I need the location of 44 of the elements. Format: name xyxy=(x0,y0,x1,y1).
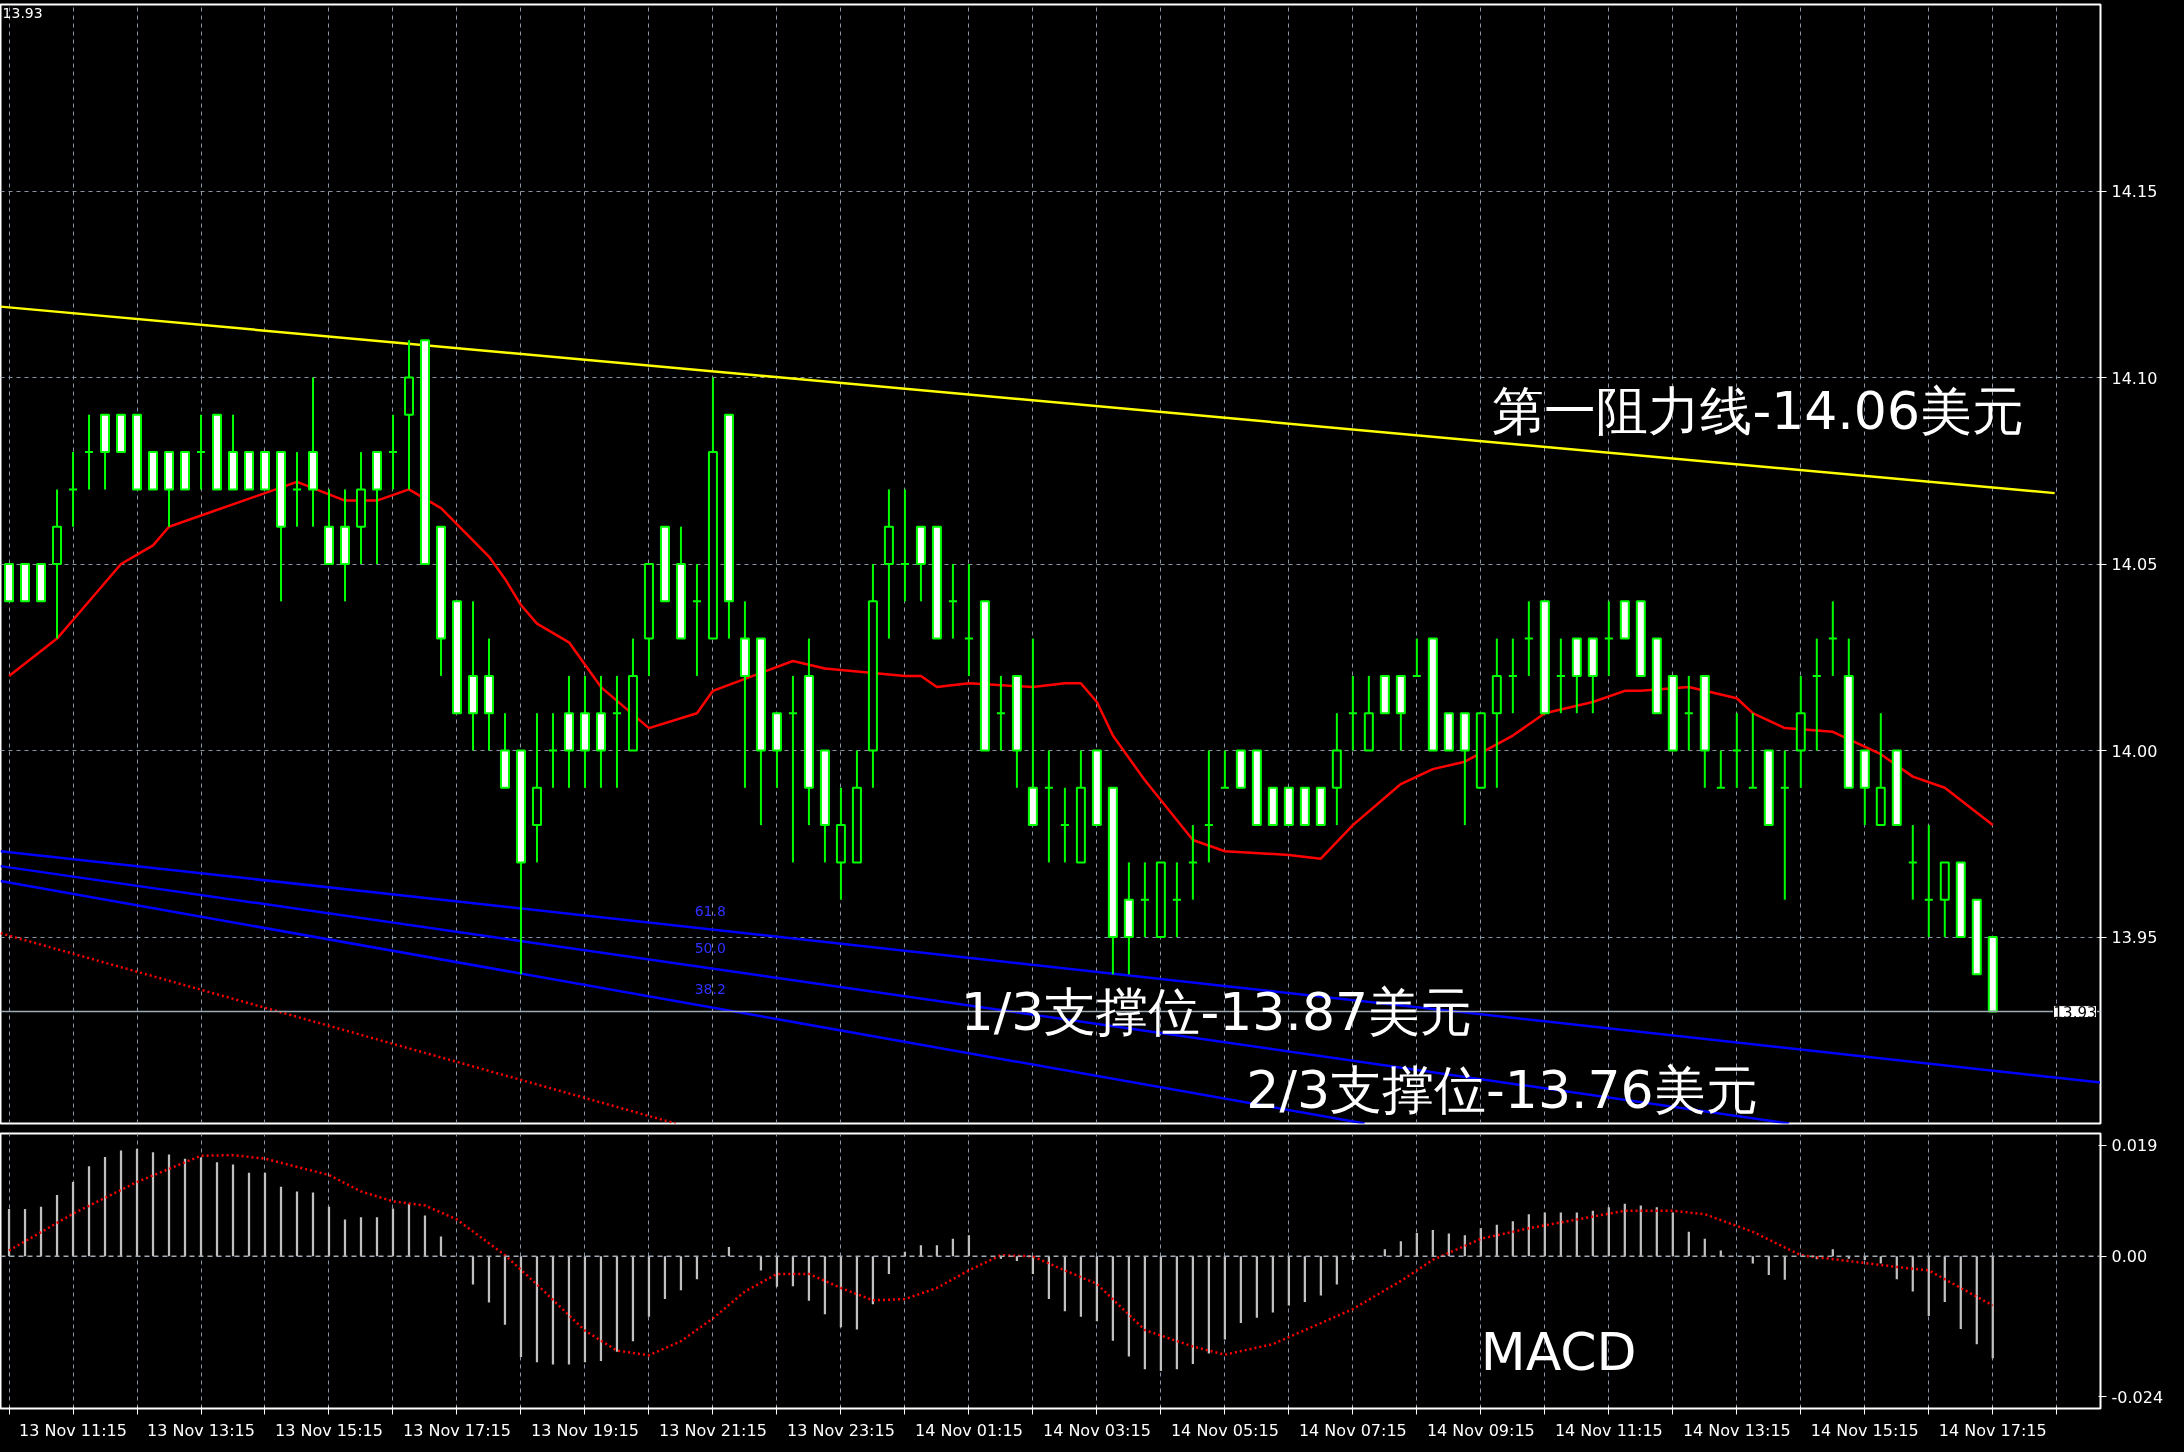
y-tick-label: 0.00 xyxy=(2111,1247,2148,1267)
x-tick-label: 14 Nov 17:15 xyxy=(1938,1420,2047,1440)
annotation: 13.93 xyxy=(2,4,43,21)
annotation: 61.8 xyxy=(694,902,726,919)
x-tick-label: 13 Nov 21:15 xyxy=(659,1420,767,1440)
y-tick-label: -0.024 xyxy=(2111,1387,2164,1407)
y-tick-label: 13.95 xyxy=(2111,928,2158,947)
bar xyxy=(663,1256,667,1300)
x-tick-label: 14 Nov 13:15 xyxy=(1682,1420,1791,1440)
y-tick-label: 14.10 xyxy=(2111,368,2158,388)
y-tick-label: 14.05 xyxy=(2111,555,2158,574)
bar xyxy=(1671,1212,1674,1257)
bar xyxy=(391,1208,395,1257)
bar xyxy=(1239,1256,1242,1324)
y-tick-label: 0.019 xyxy=(2111,1136,2158,1156)
x-tick-label: 13 Nov 17:15 xyxy=(403,1420,511,1440)
x-tick-label: 14 Nov 11:15 xyxy=(1554,1420,1663,1440)
annotation: 第一阻力线-14.06美元 xyxy=(1492,380,2025,441)
x-tick-label: 14 Nov 03:15 xyxy=(1042,1420,1151,1440)
x-tick-label: 13 Nov 23:15 xyxy=(786,1420,895,1440)
x-tick-label: 14 Nov 09:15 xyxy=(1426,1420,1535,1440)
x-tick-label: 14 Nov 05:15 xyxy=(1170,1420,1279,1440)
y-tick-label: 14.15 xyxy=(2111,182,2158,201)
x-tick-label: 14 Nov 15:15 xyxy=(1810,1420,1919,1440)
bar xyxy=(1319,1256,1322,1296)
y-tick-label: 14.00 xyxy=(2111,741,2158,761)
x-tick-label: 14 Nov 01:15 xyxy=(914,1420,1023,1440)
x-tick-label: 13 Nov 15:15 xyxy=(275,1420,383,1440)
annotation: 50.0 xyxy=(694,939,726,956)
bar xyxy=(647,1256,651,1317)
annotation: MACD xyxy=(1480,1321,1637,1382)
x-tick-label: 13 Nov 13:15 xyxy=(147,1420,255,1440)
bar xyxy=(1543,1212,1546,1257)
bar xyxy=(1303,1256,1306,1303)
bar xyxy=(1015,1256,1019,1262)
ref-line-label: 13.93 xyxy=(2053,1003,2097,1022)
bar xyxy=(295,1191,299,1257)
annotation: 38.2 xyxy=(694,981,726,998)
bar xyxy=(199,1157,203,1257)
x-tick-label: 14 Nov 07:15 xyxy=(1298,1420,1407,1440)
bar xyxy=(887,1256,891,1274)
bar xyxy=(503,1256,507,1325)
x-tick-label: 13 Nov 19:15 xyxy=(531,1420,639,1440)
x-tick-label: 13 Nov 11:15 xyxy=(19,1420,127,1440)
